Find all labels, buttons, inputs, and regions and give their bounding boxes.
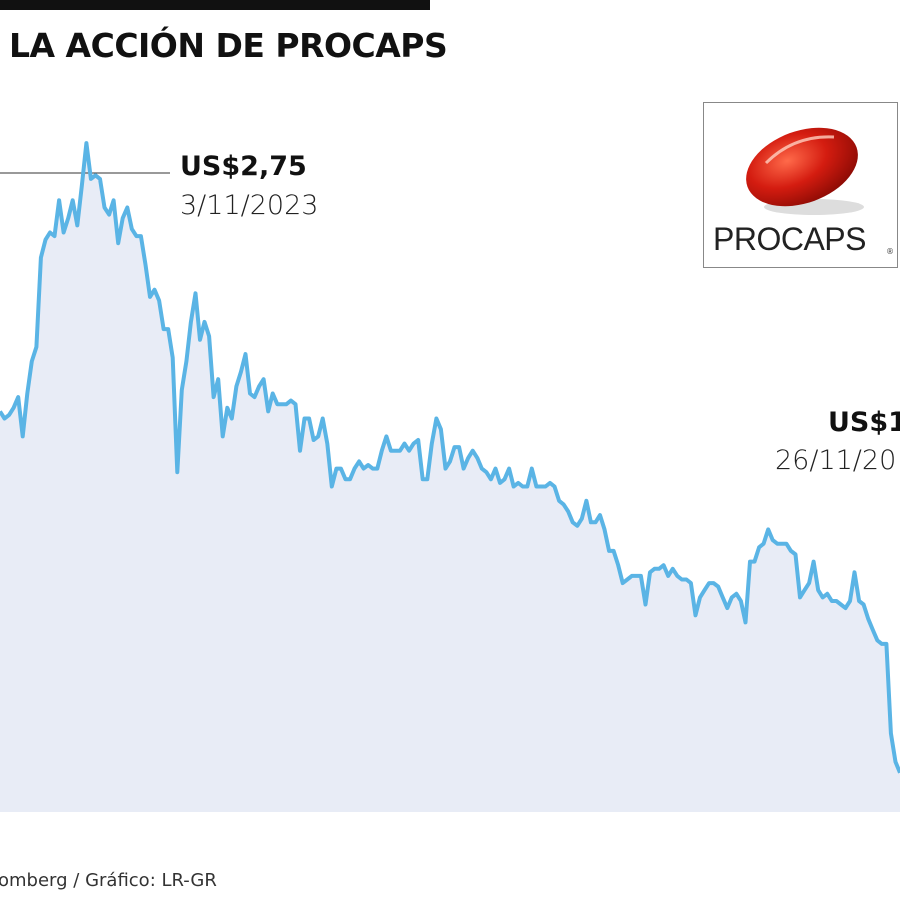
procaps-logo: PROCAPS ® (703, 102, 898, 268)
last-date-label: 26/11/20 (775, 445, 897, 476)
price-line (0, 141, 900, 774)
price-area-fill (0, 143, 900, 813)
source-note: omberg / Gráfico: LR-GR (0, 870, 217, 891)
chart-title: LA ACCIÓN DE PROCAPS (9, 26, 448, 65)
last-value-label: US$1 (828, 407, 900, 438)
peak-value-label: US$2,75 (180, 151, 307, 182)
logo-wordmark: PROCAPS (713, 221, 866, 257)
registered-mark: ® (886, 247, 894, 256)
peak-date-label: 3/11/2023 (180, 190, 319, 221)
capsule-icon (746, 127, 864, 215)
title-rule (0, 0, 430, 10)
